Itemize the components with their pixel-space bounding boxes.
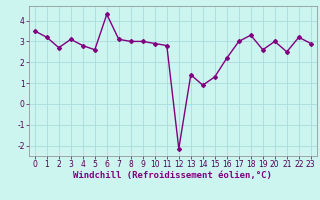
X-axis label: Windchill (Refroidissement éolien,°C): Windchill (Refroidissement éolien,°C)	[73, 171, 272, 180]
